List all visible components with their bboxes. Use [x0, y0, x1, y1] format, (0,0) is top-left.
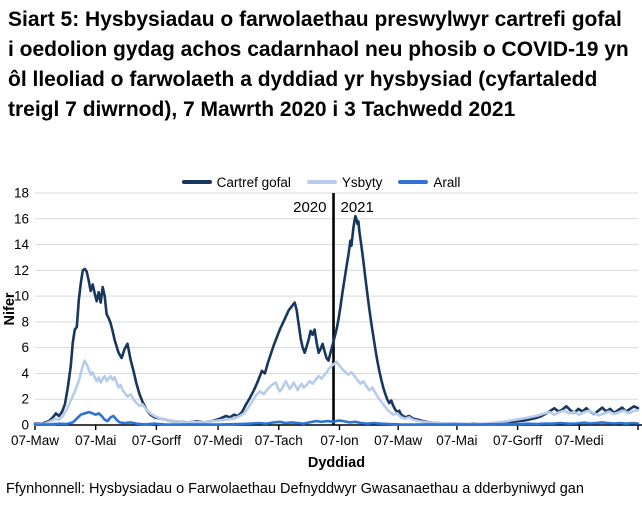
- legend-item: Cartref gofal: [181, 174, 291, 190]
- series-line-cartref-gofal: [33, 214, 640, 426]
- chart-legend: Cartref gofal Ysbyty Arall: [0, 174, 642, 190]
- y-axis-tick-label: 18: [14, 186, 29, 201]
- x-axis-tick-label: 07-Gorff: [493, 433, 543, 448]
- y-axis-tick-label: 0: [21, 418, 29, 433]
- legend-item: Arall: [398, 175, 460, 190]
- y-axis-tick-label: 14: [14, 237, 30, 252]
- x-axis-title: Dyddiad: [308, 455, 365, 471]
- y-axis-tick-label: 16: [14, 211, 29, 226]
- y-axis-tick-label: 8: [21, 314, 29, 329]
- y-axis-title: Nifer: [2, 292, 18, 325]
- source-note: Ffynhonnell: Hysbysiadau o Farwolaethau …: [6, 481, 584, 497]
- legend-label: Ysbyty: [341, 174, 383, 190]
- x-axis-tick-label: 07-Maw: [374, 433, 422, 448]
- x-axis-tick-label: 07-Medi: [194, 433, 243, 448]
- legend-item: Ysbyty: [306, 174, 383, 190]
- x-axis-tick-label: 07-Mai: [75, 433, 116, 448]
- legend-line-swatch-cartref-gofal: [181, 180, 212, 184]
- legend-line-swatch-ysbyty: [306, 180, 337, 184]
- y-axis-tick-label: 2: [21, 392, 29, 407]
- y-axis-tick-label: 12: [14, 263, 29, 278]
- x-axis-tick-label: 07-Gorff: [132, 433, 182, 448]
- x-axis-tick-label: 07-Tach: [255, 433, 303, 448]
- x-axis-tick-label: 07-Mai: [436, 433, 477, 448]
- y-axis-tick-label: 6: [21, 340, 29, 355]
- x-axis-tick-label: 07-Ion: [320, 433, 358, 448]
- series-line-ysbyty: [33, 359, 640, 426]
- x-axis-tick-label: 07-Maw: [11, 433, 59, 448]
- y-axis-tick-label: 4: [21, 366, 29, 381]
- legend-line-swatch-arall: [398, 180, 429, 184]
- x-axis-tick-label: 07-Medi: [555, 433, 604, 448]
- year-label-2020: 2020: [293, 199, 326, 216]
- legend-label: Arall: [433, 174, 461, 190]
- chart-title: Siart 5: Hysbysiadau o farwolaethau pres…: [8, 8, 629, 121]
- series-line-arall: [33, 410, 640, 426]
- y-axis-tick-label: 10: [14, 289, 29, 304]
- legend-label: Cartref gofal: [216, 174, 291, 190]
- line-chart-plot: 0 2 4 6 8 10 12 14 16 18 2020 2021 07-Maw 07-Mai 07-Go…: [2, 186, 642, 471]
- year-label-2021: 2021: [341, 199, 374, 216]
